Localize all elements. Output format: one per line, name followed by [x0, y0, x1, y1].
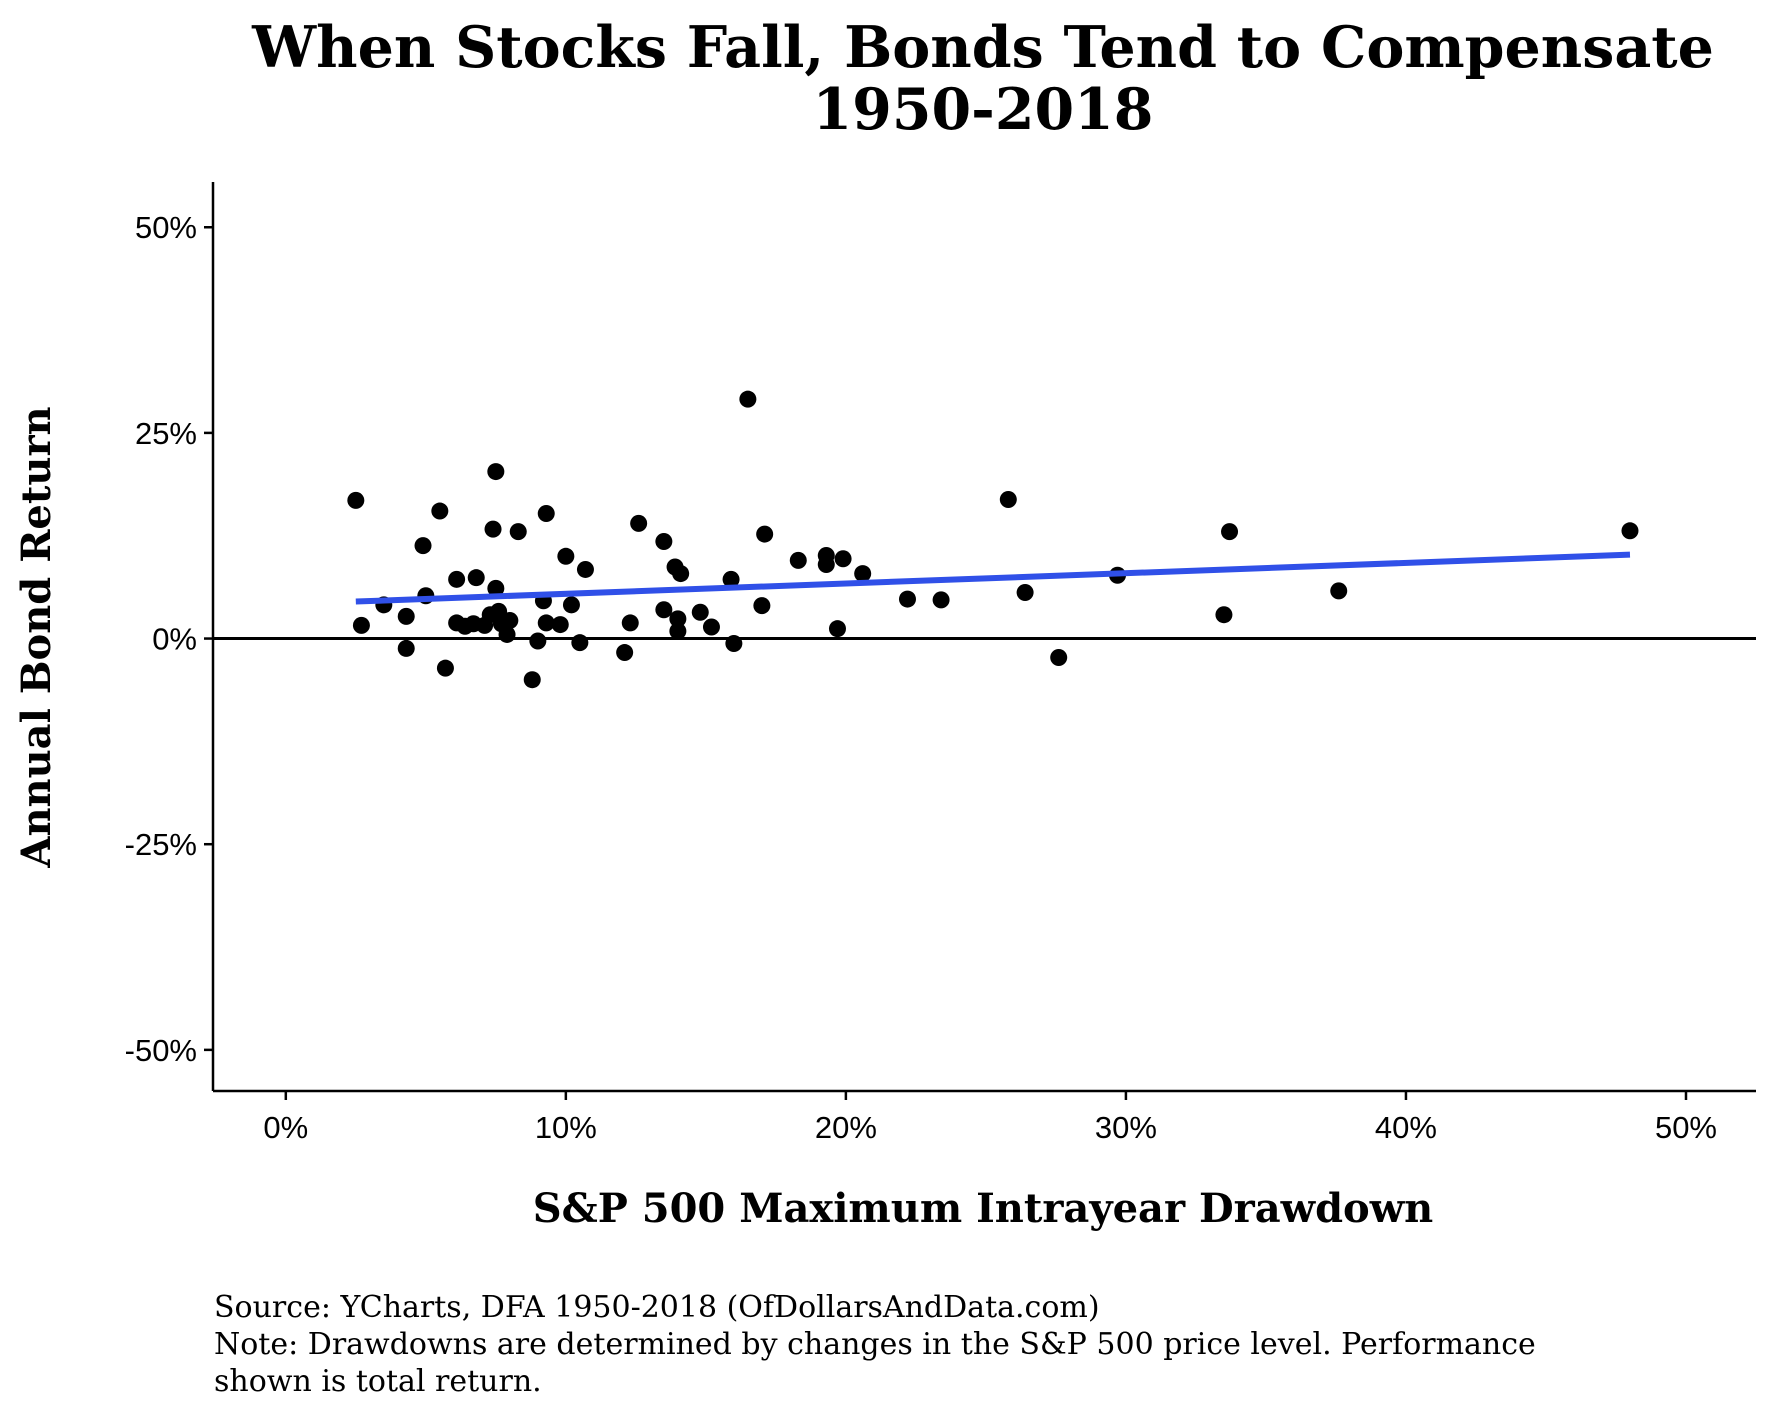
data-point [655, 532, 673, 550]
note-line-1: Note: Drawdowns are determined by change… [214, 1327, 1536, 1362]
data-point [621, 614, 639, 632]
data-point [487, 463, 505, 481]
data-point [725, 634, 743, 652]
data-point [828, 620, 846, 638]
data-point [702, 618, 720, 636]
data-point [999, 491, 1017, 509]
data-point [551, 616, 569, 634]
x-tick-label: 20% [815, 1110, 877, 1145]
data-point [672, 565, 690, 583]
data-point [448, 570, 466, 588]
data-point [352, 616, 370, 634]
data-point [669, 622, 687, 640]
x-axis-title: S&P 500 Maximum Intrayear Drawdown [533, 1185, 1433, 1232]
data-point [529, 632, 547, 650]
data-point [789, 551, 807, 569]
data-point [616, 644, 634, 662]
data-point [571, 634, 589, 652]
data-point [431, 502, 449, 520]
data-point [1016, 583, 1034, 601]
y-tick-label: -50% [125, 1033, 197, 1068]
data-point [397, 639, 415, 657]
data-point [523, 671, 541, 689]
data-point [467, 569, 485, 587]
data-point [1221, 523, 1239, 541]
chart-subtitle: 1950-2018 [813, 76, 1154, 143]
y-axis-title: Annual Bond Return [13, 406, 60, 868]
y-axis: -50% -25% 0% 25% 50% [125, 182, 215, 1091]
x-tick-label: 40% [1375, 1110, 1437, 1145]
data-point [669, 610, 687, 628]
y-tick-label: 50% [135, 210, 197, 245]
note-line-2: shown is total return. [214, 1364, 542, 1399]
data-point [691, 603, 709, 621]
data-point [1050, 648, 1068, 666]
data-point [562, 596, 580, 614]
data-point [537, 505, 555, 523]
data-point [834, 550, 852, 568]
data-point [898, 590, 916, 608]
data-point [498, 625, 516, 643]
data-point [397, 607, 415, 625]
trend-line [355, 551, 1631, 605]
data-points [347, 390, 1639, 689]
data-point [436, 659, 454, 677]
data-point [557, 547, 575, 565]
chart-title: When Stocks Fall, Bonds Tend to Compensa… [251, 14, 1714, 81]
data-point [1330, 582, 1348, 600]
data-point [854, 565, 872, 583]
data-point [537, 614, 555, 632]
x-axis: 0% 10% 20% 30% 40% 50% [213, 1089, 1756, 1145]
data-point [1621, 522, 1639, 540]
data-point [655, 601, 673, 619]
data-point [1215, 606, 1233, 624]
y-tick-label: 25% [135, 416, 197, 451]
data-point [739, 390, 757, 408]
x-tick-label: 30% [1095, 1110, 1157, 1145]
trend-line-group [355, 551, 1631, 605]
x-tick-label: 50% [1655, 1110, 1717, 1145]
x-tick-label: 0% [263, 1110, 308, 1145]
data-point [932, 591, 950, 609]
x-tick-label: 10% [535, 1110, 597, 1145]
data-point [347, 491, 365, 509]
data-point [753, 597, 771, 615]
y-tick-label: 0% [152, 622, 197, 657]
data-point [630, 514, 648, 532]
data-point [484, 520, 502, 538]
data-point [756, 525, 774, 543]
data-point [487, 579, 505, 597]
data-point [414, 537, 432, 555]
y-tick-label: -25% [125, 827, 197, 862]
data-point [501, 611, 519, 629]
data-point [722, 570, 740, 588]
data-point [817, 556, 835, 574]
source-note: Source: YCharts, DFA 1950-2018 (OfDollar… [214, 1290, 1100, 1325]
data-point [509, 523, 527, 541]
data-point [576, 560, 594, 578]
